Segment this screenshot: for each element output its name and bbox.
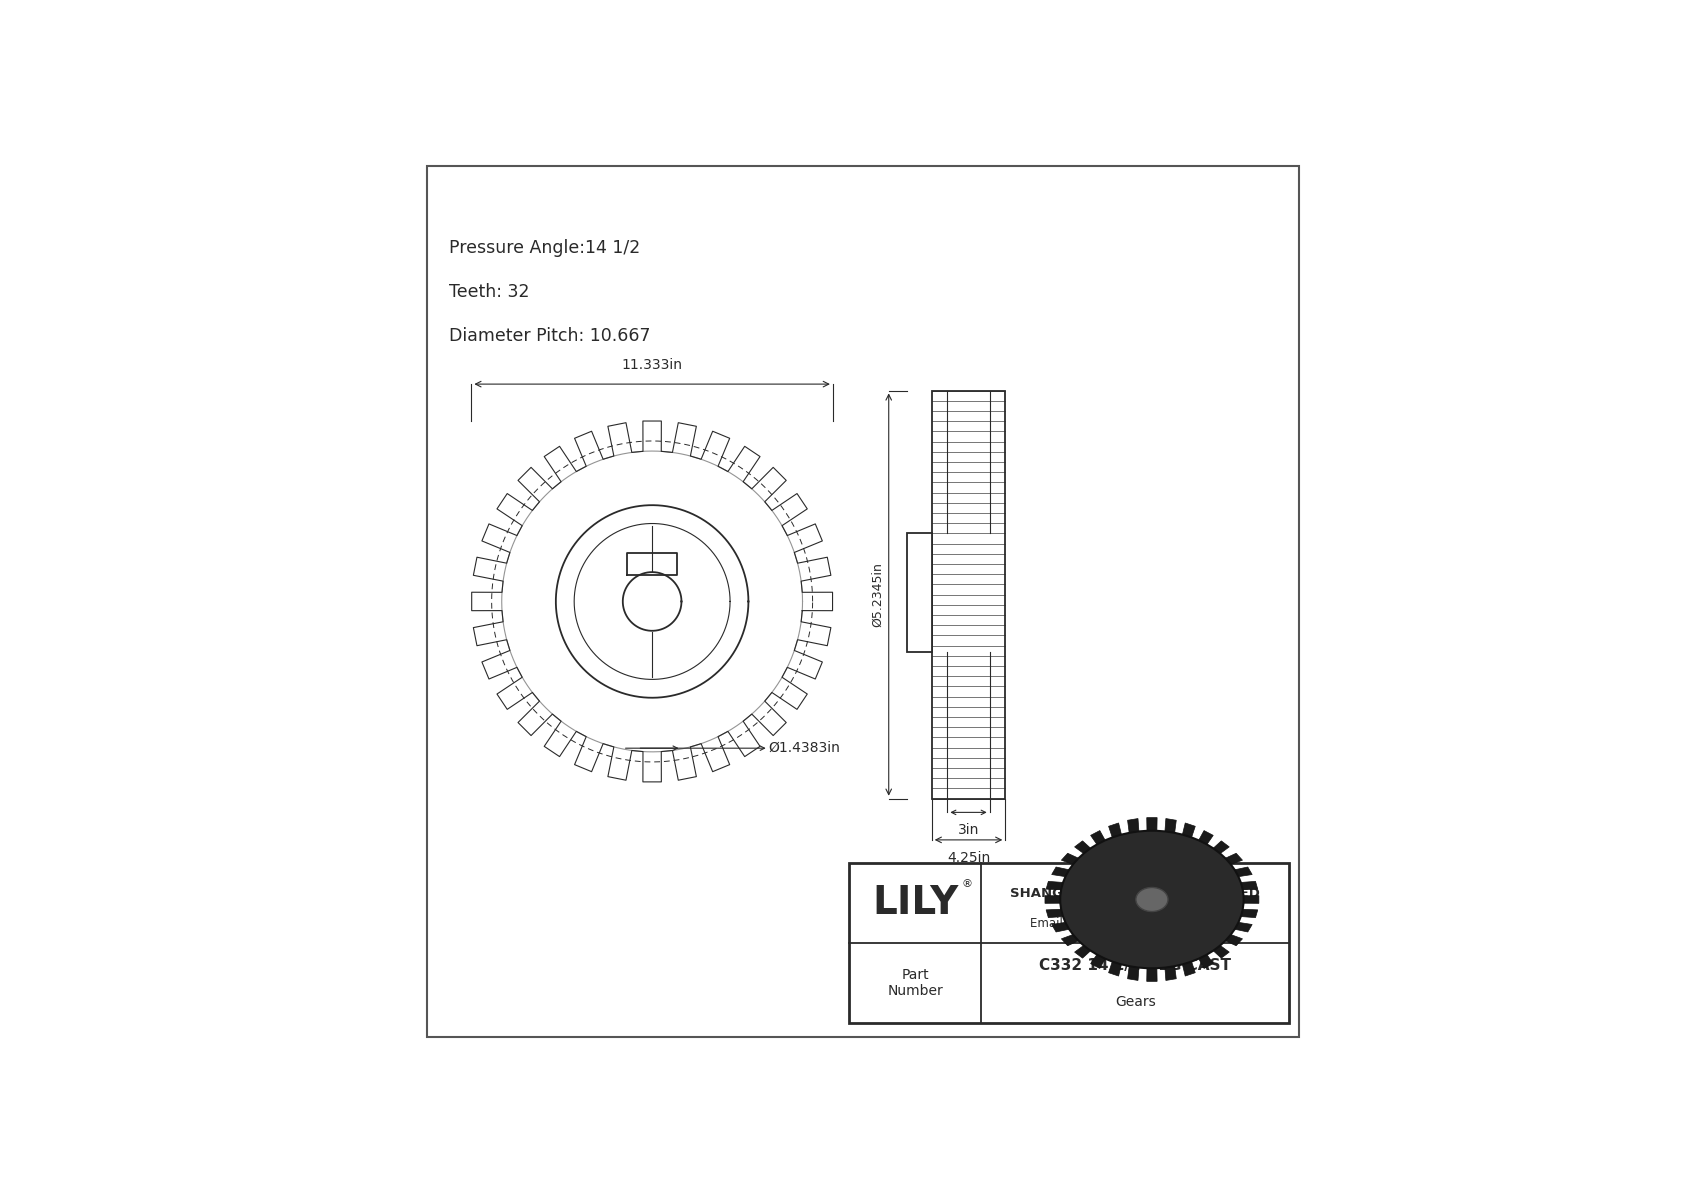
Text: Part
Number: Part Number xyxy=(887,968,943,998)
Polygon shape xyxy=(1046,896,1061,903)
Polygon shape xyxy=(1234,867,1253,877)
Polygon shape xyxy=(1234,922,1253,933)
Polygon shape xyxy=(1061,935,1078,946)
Bar xyxy=(931,391,1005,799)
Text: Email: lilybearing@lily-bearing.com: Email: lilybearing@lily-bearing.com xyxy=(1031,917,1241,930)
Polygon shape xyxy=(1199,954,1212,968)
Polygon shape xyxy=(1108,823,1122,837)
Polygon shape xyxy=(1052,867,1069,877)
Polygon shape xyxy=(1128,818,1138,833)
Polygon shape xyxy=(1128,966,1138,980)
Ellipse shape xyxy=(1061,831,1244,968)
Polygon shape xyxy=(1046,909,1063,917)
Polygon shape xyxy=(1147,968,1157,981)
Text: Ø5.2345in: Ø5.2345in xyxy=(871,562,884,626)
Polygon shape xyxy=(1147,818,1157,831)
Text: ®: ® xyxy=(962,879,972,888)
Polygon shape xyxy=(1052,922,1069,933)
Text: LILY: LILY xyxy=(872,884,958,922)
Text: Pressure Angle:14 1/2: Pressure Angle:14 1/2 xyxy=(448,239,640,257)
Polygon shape xyxy=(1182,961,1196,977)
Text: Gears: Gears xyxy=(1115,996,1155,1010)
Polygon shape xyxy=(1165,966,1175,980)
Text: Diameter Pitch: 10.667: Diameter Pitch: 10.667 xyxy=(448,328,650,345)
Bar xyxy=(908,532,931,651)
Polygon shape xyxy=(1243,896,1260,903)
Polygon shape xyxy=(1226,853,1243,865)
Polygon shape xyxy=(1241,881,1258,890)
Text: Ø1.4383in: Ø1.4383in xyxy=(768,741,840,755)
Polygon shape xyxy=(1212,841,1229,854)
Polygon shape xyxy=(1165,818,1175,833)
Text: SHANGHAI LILY BEARING LIMITED: SHANGHAI LILY BEARING LIMITED xyxy=(1010,887,1260,900)
Polygon shape xyxy=(1212,946,1229,958)
Text: 4.25in: 4.25in xyxy=(946,850,990,865)
Polygon shape xyxy=(1241,909,1258,917)
Polygon shape xyxy=(1061,853,1078,865)
Text: C332 14 1/2 DEG CAST: C332 14 1/2 DEG CAST xyxy=(1039,958,1231,973)
Text: Teeth: 32: Teeth: 32 xyxy=(448,283,529,301)
Bar xyxy=(849,862,1290,1023)
Ellipse shape xyxy=(1137,887,1169,911)
Polygon shape xyxy=(1226,935,1243,946)
Text: 3in: 3in xyxy=(958,823,978,837)
Text: 11.333in: 11.333in xyxy=(621,358,682,372)
Polygon shape xyxy=(1074,841,1091,854)
Polygon shape xyxy=(1182,823,1196,837)
Polygon shape xyxy=(1108,961,1122,977)
Polygon shape xyxy=(1091,954,1105,968)
Polygon shape xyxy=(1091,830,1105,844)
Polygon shape xyxy=(1074,946,1091,958)
Polygon shape xyxy=(1199,830,1212,844)
Polygon shape xyxy=(1046,881,1063,890)
